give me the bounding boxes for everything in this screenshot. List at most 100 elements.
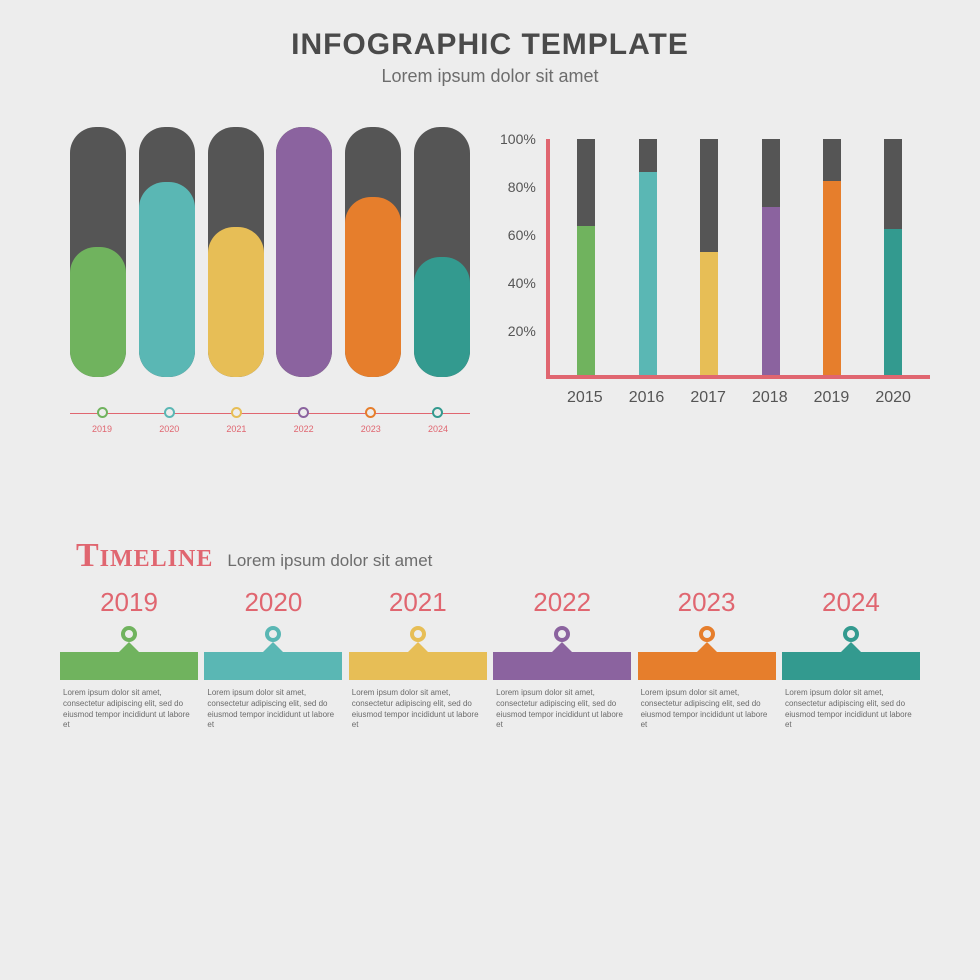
timeline-year: 2024: [822, 587, 880, 618]
timeline-year: 2019: [100, 587, 158, 618]
pill-timeline-dot: [164, 407, 175, 418]
timeline-body: Lorem ipsum dolor sit amet, consectetur …: [60, 680, 198, 731]
pill-bar-fill: [208, 227, 264, 377]
timeline-section: Timeline Lorem ipsum dolor sit amet 2019…: [0, 437, 980, 731]
pill-timeline-year: 2020: [159, 424, 179, 434]
pill-bar-fill: [70, 247, 126, 377]
pill-timeline-dot: [231, 407, 242, 418]
page-title: INFOGRAPHIC TEMPLATE: [0, 28, 980, 62]
axis-bar-fill: [884, 229, 902, 375]
x-axis-label: 2019: [814, 389, 850, 407]
pill-timeline-dot: [432, 407, 443, 418]
x-axis-label: 2018: [752, 389, 788, 407]
axis-bar: [762, 139, 780, 375]
timeline-item: 2023 Lorem ipsum dolor sit amet, consecte…: [638, 587, 776, 731]
timeline-marker-circle: [554, 626, 570, 642]
pill-timeline-year: 2021: [226, 424, 246, 434]
timeline-year: 2021: [389, 587, 447, 618]
timeline-tab: [204, 652, 342, 680]
x-axis-label: 2020: [875, 389, 911, 407]
x-axis-label: 2016: [629, 389, 665, 407]
pill-timeline-dot: [97, 407, 108, 418]
pill-timeline-dot: [365, 407, 376, 418]
y-axis: 100%80%60%40%20%: [500, 139, 546, 379]
timeline-marker-circle: [410, 626, 426, 642]
pill-bar-fill: [276, 127, 332, 377]
pill-bars: [70, 127, 470, 377]
pill-chart: 2019 2020 2021 2022 2023 2024: [70, 127, 470, 437]
timeline-heading: Timeline: [76, 537, 213, 575]
pill-bar-fill: [345, 197, 401, 377]
timeline-item: 2022 Lorem ipsum dolor sit amet, consecte…: [493, 587, 631, 731]
timeline-body: Lorem ipsum dolor sit amet, consectetur …: [782, 680, 920, 731]
pill-timeline-year: 2019: [92, 424, 112, 434]
timeline-tab: [493, 652, 631, 680]
axis-bar-fill: [823, 181, 841, 375]
x-axis-label: 2015: [567, 389, 603, 407]
axis-bar: [700, 139, 718, 375]
axis-bar-fill: [700, 252, 718, 375]
axis-area: 100%80%60%40%20%: [500, 139, 930, 379]
timeline-subtitle: Lorem ipsum dolor sit amet: [227, 551, 432, 571]
axis-bar: [884, 139, 902, 375]
pill-bar: [208, 127, 264, 377]
timeline-marker-circle: [843, 626, 859, 642]
pill-timeline-dot: [298, 407, 309, 418]
x-axis: 201520162017201820192020: [548, 379, 930, 407]
pill-bar: [139, 127, 195, 377]
pill-timeline-marks: 2019 2020 2021 2022 2023 2024: [70, 407, 470, 434]
timeline-year: 2023: [678, 587, 736, 618]
pill-bar: [414, 127, 470, 377]
page-subtitle: Lorem ipsum dolor sit amet: [0, 66, 980, 87]
pill-timeline-mark: 2021: [226, 407, 246, 434]
pill-bar-fill: [414, 257, 470, 377]
y-axis-tick: 60%: [508, 227, 536, 243]
pill-timeline-mark: 2023: [361, 407, 381, 434]
axis-bar: [639, 139, 657, 375]
axis-bar-fill: [577, 226, 595, 375]
timeline-item: 2021 Lorem ipsum dolor sit amet, consecte…: [349, 587, 487, 731]
timeline-item: 2019 Lorem ipsum dolor sit amet, consecte…: [60, 587, 198, 731]
timeline-tab: [349, 652, 487, 680]
axis-bar: [577, 139, 595, 375]
timeline-row: 2019 Lorem ipsum dolor sit amet, consecte…: [60, 587, 920, 731]
timeline-body: Lorem ipsum dolor sit amet, consectetur …: [349, 680, 487, 731]
axis-bar-fill: [639, 172, 657, 375]
axis-plot: [546, 139, 930, 379]
y-axis-tick: 100%: [500, 131, 536, 147]
axis-chart: 100%80%60%40%20% 20152016201720182019202…: [500, 127, 930, 437]
timeline-item: 2020 Lorem ipsum dolor sit amet, consecte…: [204, 587, 342, 731]
axis-bar: [823, 139, 841, 375]
y-axis-tick: 40%: [508, 275, 536, 291]
pill-timeline-mark: 2022: [294, 407, 314, 434]
header: INFOGRAPHIC TEMPLATE Lorem ipsum dolor s…: [0, 0, 980, 87]
pill-bar: [276, 127, 332, 377]
timeline-body: Lorem ipsum dolor sit amet, consectetur …: [204, 680, 342, 731]
timeline-marker-circle: [121, 626, 137, 642]
pill-timeline-year: 2023: [361, 424, 381, 434]
pill-timeline-year: 2022: [294, 424, 314, 434]
timeline-tab: [60, 652, 198, 680]
pill-timeline-mark: 2020: [159, 407, 179, 434]
axis-bars: [550, 139, 930, 375]
timeline-body: Lorem ipsum dolor sit amet, consectetur …: [493, 680, 631, 731]
timeline-tab: [638, 652, 776, 680]
timeline-header: Timeline Lorem ipsum dolor sit amet: [76, 537, 920, 575]
pill-timeline-year: 2024: [428, 424, 448, 434]
pill-timeline-mark: 2024: [428, 407, 448, 434]
timeline-year: 2020: [244, 587, 302, 618]
timeline-marker-circle: [265, 626, 281, 642]
timeline-tab: [782, 652, 920, 680]
top-charts: 2019 2020 2021 2022 2023 2024 100% 80% 60% 40% 20…: [0, 87, 980, 437]
y-axis-tick: 80%: [508, 179, 536, 195]
timeline-year: 2022: [533, 587, 591, 618]
axis-bar-fill: [762, 207, 780, 375]
pill-timeline-mark: 2019: [92, 407, 112, 434]
pill-bar: [345, 127, 401, 377]
pill-chart-timeline: 2019 2020 2021 2022 2023 2024: [70, 407, 470, 437]
timeline-marker-circle: [699, 626, 715, 642]
pill-bar-fill: [139, 182, 195, 377]
timeline-item: 2024 Lorem ipsum dolor sit amet, consecte…: [782, 587, 920, 731]
timeline-body: Lorem ipsum dolor sit amet, consectetur …: [638, 680, 776, 731]
y-axis-tick: 20%: [508, 323, 536, 339]
